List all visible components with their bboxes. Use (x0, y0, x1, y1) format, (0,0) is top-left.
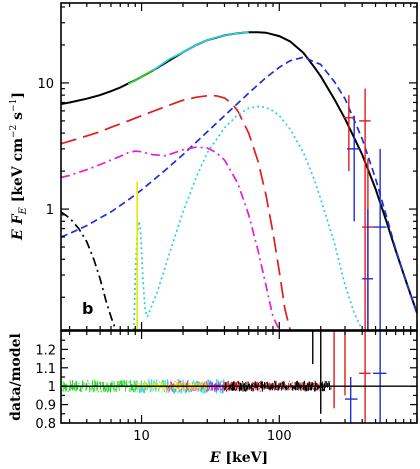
x-axis-label-unit: [keV] (221, 450, 269, 466)
ratio-y-axis-label: data/model (8, 333, 24, 421)
y-axis-label-exp: −2 (9, 125, 19, 138)
series-black-dashdot-comp (61, 211, 117, 330)
residual-band-0 (61, 379, 139, 393)
error-point-3 (346, 115, 361, 222)
y-axis-label-unit: s (10, 112, 26, 125)
series-blue-comp (61, 56, 417, 314)
y-tick-label: 1.2 (35, 343, 56, 358)
y-tick-label: 1.1 (35, 362, 56, 377)
series-data-green (127, 69, 153, 85)
y-tick-label: 10 (37, 77, 54, 92)
y-axis-label-subscript: E (18, 206, 29, 215)
spectrum-panel: 1 10 E FE [keV cm−2 s−1] b (9, 2, 418, 331)
y-tick-label: 1 (48, 380, 56, 395)
series-total (61, 31, 417, 314)
series-red-comp (61, 94, 292, 330)
ratio-error-point-6 (373, 331, 387, 423)
error-point-5 (373, 148, 387, 330)
y-axis-label-symbol: E F (10, 213, 26, 241)
error-point-1 (359, 88, 371, 330)
series-magenta-comp (61, 146, 281, 330)
spectrum-frame (60, 2, 418, 331)
y-tick-label: 1 (46, 203, 54, 218)
panel-annotation: b (82, 299, 93, 318)
y-tick-label: 0.8 (35, 417, 56, 432)
y-axis-label-unit: ] (10, 92, 26, 99)
x-tick-label: 100 (267, 429, 292, 444)
x-tick-label: 10 (133, 429, 150, 444)
x-axis-label-symbol: E (209, 450, 221, 466)
ratio-panel: 10 100 0.8 0.9 1 1.1 1.2 data/model E [keV] (8, 330, 418, 466)
ratio-frame (60, 330, 418, 424)
y-axis-label-unit: [keV cm (10, 138, 26, 207)
y-tick-label: 0.9 (35, 399, 56, 414)
series-data-cyan (152, 31, 249, 72)
y-axis-label-exp: −1 (9, 99, 19, 112)
series-cyan-comp (133, 105, 376, 330)
spectrum-plot-area (61, 31, 417, 330)
ratio-plot-area (61, 331, 387, 423)
ratio-error-point-5 (359, 331, 371, 423)
error-point-4 (362, 209, 374, 330)
ratio-error-point-4 (344, 377, 358, 423)
error-point-0 (342, 95, 355, 172)
x-axis-label: E [keV] (209, 450, 268, 466)
y-axis-label: E FE [keV cm−2 s−1] (9, 92, 29, 241)
